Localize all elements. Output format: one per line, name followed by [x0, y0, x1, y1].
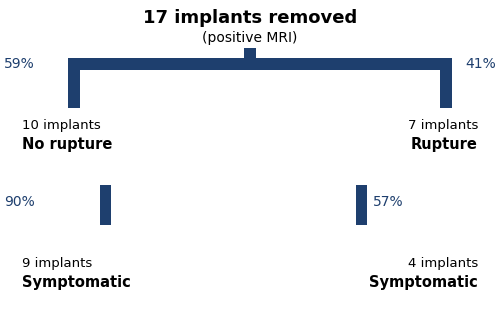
Bar: [68, 58, 452, 70]
Text: 17 implants removed: 17 implants removed: [143, 9, 357, 27]
Bar: [356, 185, 367, 225]
Text: 9 implants: 9 implants: [22, 256, 92, 270]
Text: Symptomatic: Symptomatic: [22, 276, 131, 291]
Text: 10 implants: 10 implants: [22, 118, 101, 132]
Bar: [68, 70, 80, 108]
Text: Rupture: Rupture: [411, 137, 478, 153]
Bar: [244, 48, 256, 58]
Text: 41%: 41%: [465, 57, 496, 71]
Text: 4 implants: 4 implants: [408, 256, 478, 270]
Text: 7 implants: 7 implants: [408, 118, 478, 132]
Text: 57%: 57%: [373, 195, 404, 209]
Text: Symptomatic: Symptomatic: [369, 276, 478, 291]
Bar: [440, 70, 452, 108]
Text: 90%: 90%: [4, 195, 35, 209]
Text: 59%: 59%: [4, 57, 35, 71]
Text: (positive MRI): (positive MRI): [202, 31, 298, 45]
Bar: [100, 185, 111, 225]
Text: No rupture: No rupture: [22, 137, 112, 153]
